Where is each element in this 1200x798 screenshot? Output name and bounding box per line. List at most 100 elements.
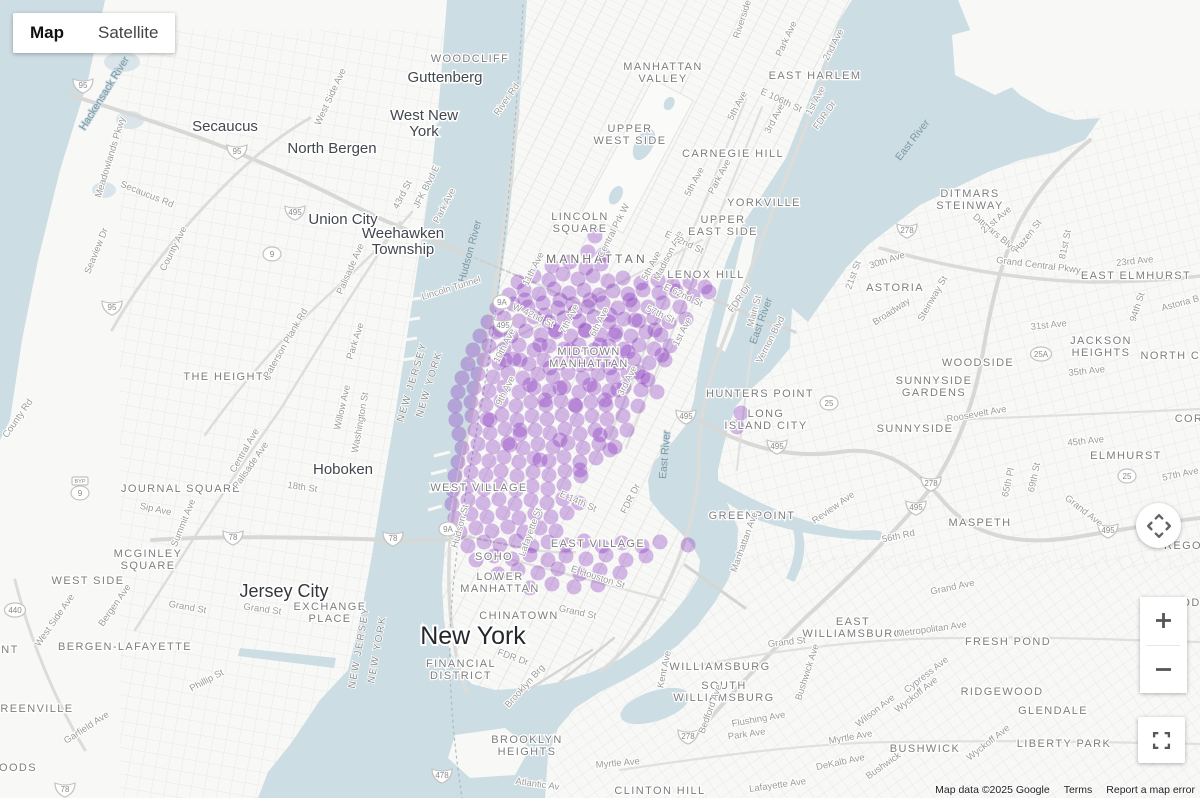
- svg-text:NORTH COR: NORTH COR: [1140, 350, 1200, 362]
- svg-text:78: 78: [229, 533, 238, 542]
- svg-text:Jersey City: Jersey City: [239, 581, 328, 601]
- map-button[interactable]: Map: [13, 13, 81, 53]
- zoom-out-button[interactable]: [1140, 645, 1187, 693]
- svg-text:Union City: Union City: [308, 211, 378, 228]
- svg-text:45th Ave: 45th Ave: [1067, 434, 1105, 449]
- svg-text:ELMHURST: ELMHURST: [1090, 450, 1162, 462]
- svg-text:THE HEIGHTS: THE HEIGHTS: [183, 371, 272, 383]
- pan-control[interactable]: [1136, 503, 1181, 548]
- svg-text:SUNNYSIDE: SUNNYSIDE: [877, 423, 954, 435]
- svg-text:95: 95: [108, 303, 117, 312]
- svg-text:YORKVILLE: YORKVILLE: [727, 197, 801, 209]
- svg-text:Hoboken: Hoboken: [313, 461, 373, 478]
- report-error-link[interactable]: Report a map error: [1106, 784, 1195, 796]
- svg-text:New York: New York: [420, 622, 526, 650]
- svg-text:NT: NT: [1, 644, 18, 656]
- svg-text:GLENDALE: GLENDALE: [1018, 705, 1088, 717]
- svg-text:GREENPOINT: GREENPOINT: [709, 510, 796, 522]
- attribution-bar: Map data ©2025 Google Terms Report a map…: [935, 784, 1195, 796]
- svg-text:Grand St: Grand St: [767, 635, 806, 650]
- svg-text:495: 495: [909, 503, 923, 512]
- svg-text:East River: East River: [657, 430, 673, 480]
- svg-text:95: 95: [233, 147, 242, 156]
- svg-text:WOODCLIFF: WOODCLIFF: [431, 53, 510, 65]
- zoom-divider: [1147, 644, 1180, 646]
- svg-text:GREENVILLE: GREENVILLE: [0, 703, 74, 715]
- svg-text:9: 9: [270, 250, 275, 259]
- svg-text:FRESH POND: FRESH POND: [965, 636, 1051, 648]
- svg-text:78: 78: [389, 534, 398, 543]
- svg-text:18th St: 18th St: [287, 480, 319, 495]
- svg-text:Secaucus: Secaucus: [192, 118, 258, 135]
- svg-text:BUSHWICK: BUSHWICK: [890, 743, 960, 755]
- svg-text:WILLIAMSBURG: WILLIAMSBURG: [669, 661, 770, 673]
- fullscreen-button[interactable]: [1138, 717, 1185, 763]
- pan-arrows-icon: [1146, 513, 1171, 538]
- svg-text:EAST VILLAGE: EAST VILLAGE: [551, 538, 645, 550]
- svg-text:Myrtle Ave: Myrtle Ave: [595, 756, 640, 771]
- fullscreen-icon: [1152, 731, 1171, 749]
- svg-text:MASPETH: MASPETH: [949, 517, 1012, 529]
- svg-text:SOHO: SOHO: [475, 551, 513, 563]
- svg-text:25A: 25A: [1034, 350, 1049, 359]
- svg-text:495: 495: [679, 412, 693, 421]
- svg-text:CHINATOWN: CHINATOWN: [479, 610, 558, 622]
- piers: [401, 296, 451, 512]
- terms-link[interactable]: Terms: [1063, 784, 1093, 796]
- svg-text:HUNTERS POINT: HUNTERS POINT: [706, 388, 814, 400]
- svg-text:North Bergen: North Bergen: [287, 140, 376, 157]
- map-data-copyright: Map data ©2025 Google: [935, 784, 1050, 796]
- inland-water: [92, 52, 144, 198]
- svg-text:Guttenberg: Guttenberg: [407, 69, 482, 86]
- svg-text:EAST ELMHURST: EAST ELMHURST: [1081, 270, 1191, 282]
- zoom-in-button[interactable]: [1140, 597, 1187, 645]
- svg-text:CLINTON HILL: CLINTON HILL: [614, 785, 705, 797]
- data-point-overlay: [444, 228, 749, 596]
- svg-text:WOODSIDE: WOODSIDE: [942, 357, 1014, 369]
- svg-text:WEST SIDE: WEST SIDE: [52, 575, 125, 587]
- svg-text:95: 95: [79, 81, 88, 90]
- route-shields: 95 95 95 495 9 BYP 9 9A 495 9A 78 78 440 78 478 278 495 4…: [3, 78, 1137, 798]
- svg-text:278: 278: [681, 732, 695, 741]
- svg-text:BYP: BYP: [74, 479, 85, 485]
- svg-text:LIBERTY PARK: LIBERTY PARK: [1017, 738, 1111, 750]
- svg-text:25: 25: [825, 399, 834, 408]
- satellite-button[interactable]: Satellite: [81, 13, 176, 53]
- svg-text:ASTORIA: ASTORIA: [866, 282, 924, 294]
- svg-text:278: 278: [900, 226, 914, 235]
- svg-text:35th Ave: 35th Ave: [1068, 364, 1106, 379]
- svg-text:BERGEN-LAFAYETTE: BERGEN-LAFAYETTE: [58, 641, 192, 653]
- svg-text:WEST VILLAGE: WEST VILLAGE: [430, 482, 527, 494]
- svg-text:495: 495: [770, 442, 784, 451]
- svg-text:440: 440: [8, 606, 22, 615]
- plus-icon: [1156, 613, 1171, 629]
- svg-text:CARNEGIE HILL: CARNEGIE HILL: [682, 148, 784, 160]
- svg-text:LENOX HILL: LENOX HILL: [667, 269, 745, 281]
- svg-text:495: 495: [496, 321, 510, 330]
- zoom-control: [1140, 597, 1187, 693]
- svg-text:CORO: CORO: [1175, 413, 1200, 425]
- svg-text:9: 9: [78, 489, 83, 498]
- svg-text:JOURNAL SQUARE: JOURNAL SQUARE: [121, 483, 241, 495]
- svg-text:495: 495: [288, 208, 302, 217]
- map-type-control: Map Satellite: [13, 13, 176, 53]
- svg-text:OODS: OODS: [0, 762, 37, 774]
